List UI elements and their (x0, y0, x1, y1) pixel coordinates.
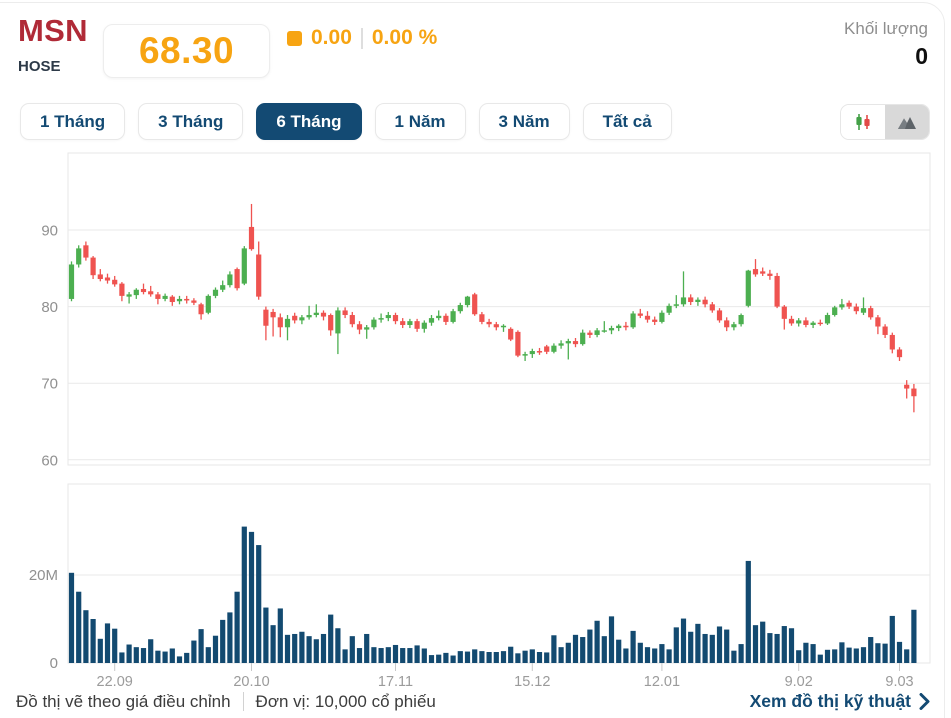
technical-chart-link-label: Xem đồ thị kỹ thuật (749, 691, 911, 711)
tab-all[interactable]: Tất cả (582, 103, 672, 140)
candlestick-icon (856, 114, 870, 130)
grid-layer: 90 80 70 60 20M 0 (29, 152, 931, 672)
date-axis-tick-label: 12.01 (644, 674, 680, 690)
change-block: 0.00 0.00 % (287, 26, 438, 49)
date-axis-tick-label: 9.03 (885, 674, 913, 690)
mountain-icon (898, 116, 916, 129)
tab-3-month[interactable]: 3 Tháng (138, 103, 244, 140)
unit-note: Đơn vị: 10,000 cổ phiếu (255, 691, 436, 711)
volume-axis-tick-label: 20M (29, 567, 58, 584)
date-axis-tick-label: 15.12 (514, 674, 550, 690)
tab-1-year[interactable]: 1 Năm (374, 103, 466, 140)
volume-value: 0 (915, 43, 928, 69)
price-axis-tick-label: 60 (41, 452, 58, 469)
x-axis-layer: 22.09 20.10 17.11 15.12 12.01 9.02 9.03 (97, 663, 914, 690)
price-axis-tick-label: 80 (41, 299, 58, 316)
date-axis-tick-label: 9.02 (785, 674, 813, 690)
change-percent: 0.00 % (371, 26, 438, 49)
price-axis-tick-label: 90 (41, 223, 58, 240)
tab-1-month[interactable]: 1 Tháng (20, 103, 126, 140)
candles-layer (68, 203, 917, 413)
reference-square-icon (287, 30, 302, 46)
date-axis-tick-label: 22.09 (97, 674, 133, 690)
area-chart-button[interactable] (885, 105, 929, 139)
chart-footer: Đồ thị vẽ theo giá điều chỉnh Đơn vị: 10… (16, 691, 930, 712)
tab-3-year[interactable]: 3 Năm (478, 103, 570, 140)
technical-chart-link[interactable]: Xem đồ thị kỹ thuật (750, 691, 930, 712)
price-axis-tick-label: 70 (41, 376, 58, 393)
volume-axis-tick-label: 0 (50, 655, 58, 672)
date-axis-tick-label: 17.11 (378, 674, 413, 690)
change-divider (360, 27, 363, 49)
footer-notes: Đồ thị vẽ theo giá điều chỉnh Đơn vị: 10… (16, 692, 436, 712)
volume-label: Khối lượng (844, 19, 928, 38)
change-value: 0.00 (311, 26, 352, 49)
time-range-tabs: 1 Tháng 3 Tháng 6 Tháng 1 Năm 3 Năm Tất … (20, 103, 672, 140)
footer-divider (242, 692, 244, 711)
date-axis-tick-label: 20.10 (233, 674, 269, 690)
chevron-right-icon (919, 693, 930, 710)
volume-bars-layer (68, 526, 917, 663)
adjusted-price-note: Đồ thị vẽ theo giá điều chỉnh (16, 691, 231, 711)
exchange-label: HOSE (18, 58, 61, 75)
stock-symbol: MSN (18, 13, 88, 48)
candlestick-chart-button[interactable] (841, 105, 885, 139)
chart-type-toggle (840, 104, 930, 140)
current-price: 68.30 (138, 30, 235, 71)
tab-6-month[interactable]: 6 Tháng (256, 103, 362, 140)
volume-block: Khối lượng 0 (844, 19, 928, 70)
current-price-box: 68.30 (103, 24, 270, 78)
